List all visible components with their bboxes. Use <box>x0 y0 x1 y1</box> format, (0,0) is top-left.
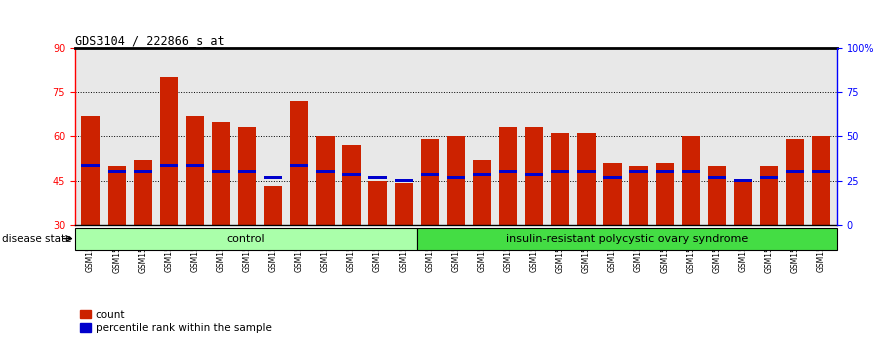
Bar <box>395 183 413 225</box>
Bar <box>159 164 178 167</box>
Bar <box>343 145 360 225</box>
Bar <box>707 176 726 179</box>
Bar <box>395 179 413 182</box>
Bar <box>734 179 752 182</box>
Bar <box>212 121 230 225</box>
Bar <box>682 170 700 173</box>
Bar <box>238 170 256 173</box>
Bar <box>525 173 544 176</box>
Bar <box>552 170 569 173</box>
Bar <box>499 127 517 225</box>
Bar <box>134 170 152 173</box>
Bar <box>812 136 831 225</box>
Bar <box>186 116 204 225</box>
Bar <box>760 176 778 179</box>
Bar <box>81 164 100 167</box>
Bar <box>81 116 100 225</box>
Bar <box>368 181 387 225</box>
Bar <box>552 133 569 225</box>
Bar <box>707 166 726 225</box>
Bar <box>603 176 622 179</box>
Bar <box>655 163 674 225</box>
Bar <box>786 139 804 225</box>
Bar <box>316 170 335 173</box>
Bar <box>343 173 360 176</box>
Bar <box>75 228 417 250</box>
Bar <box>212 170 230 173</box>
Bar <box>159 77 178 225</box>
Bar <box>447 176 465 179</box>
Bar <box>812 170 831 173</box>
Bar <box>134 160 152 225</box>
Legend: count, percentile rank within the sample: count, percentile rank within the sample <box>80 310 271 333</box>
Bar <box>107 166 126 225</box>
Text: control: control <box>226 234 265 244</box>
Bar <box>499 170 517 173</box>
Bar <box>264 176 283 179</box>
Bar <box>629 170 648 173</box>
Bar <box>186 164 204 167</box>
Bar <box>417 228 837 250</box>
Bar <box>473 160 491 225</box>
Bar <box>290 101 308 225</box>
Bar <box>290 164 308 167</box>
Text: insulin-resistant polycystic ovary syndrome: insulin-resistant polycystic ovary syndr… <box>506 234 748 244</box>
Bar <box>577 133 596 225</box>
Bar <box>655 170 674 173</box>
Text: GDS3104 / 222866_s_at: GDS3104 / 222866_s_at <box>75 34 225 47</box>
Bar <box>786 170 804 173</box>
Bar <box>264 187 283 225</box>
Bar <box>238 127 256 225</box>
Bar <box>682 136 700 225</box>
Bar <box>473 173 491 176</box>
Bar <box>368 176 387 179</box>
Bar <box>421 173 439 176</box>
Bar <box>734 181 752 225</box>
Bar <box>107 170 126 173</box>
Text: disease state: disease state <box>2 234 71 244</box>
Bar <box>629 166 648 225</box>
Bar <box>577 170 596 173</box>
Bar <box>447 136 465 225</box>
Bar <box>525 127 544 225</box>
Bar <box>760 166 778 225</box>
Bar <box>421 139 439 225</box>
Bar <box>603 163 622 225</box>
Bar <box>316 136 335 225</box>
